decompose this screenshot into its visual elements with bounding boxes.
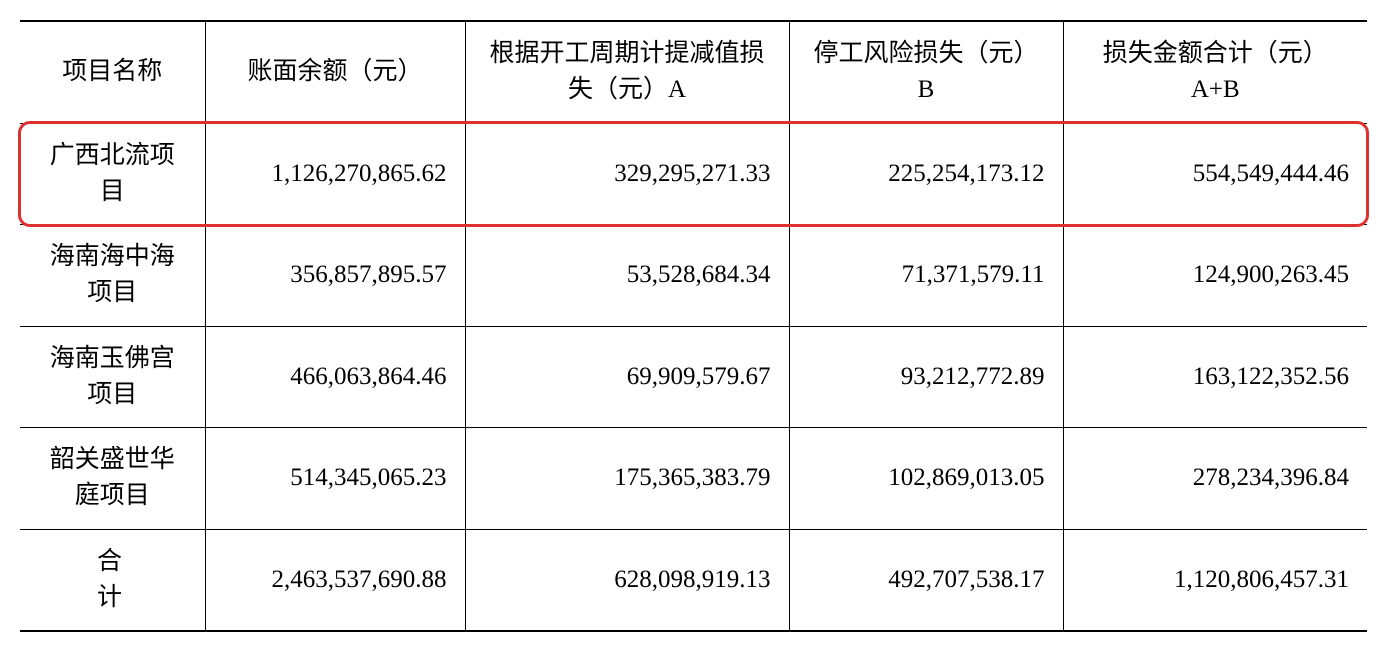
cell-impairment-a: 175,365,383.79 bbox=[465, 428, 789, 530]
cell-total-loss: 554,549,444.46 bbox=[1063, 123, 1367, 225]
cell-total-impairment-a: 628,098,919.13 bbox=[465, 529, 789, 631]
cell-project-name: 海南海中海项目 bbox=[20, 225, 205, 327]
cell-impairment-a: 329,295,271.33 bbox=[465, 123, 789, 225]
cell-book-balance: 356,857,895.57 bbox=[205, 225, 465, 327]
cell-risk-loss-b: 225,254,173.12 bbox=[789, 123, 1063, 225]
table-row: 广西北流项目 1,126,270,865.62 329,295,271.33 2… bbox=[20, 123, 1367, 225]
table-row: 海南海中海项目 356,857,895.57 53,528,684.34 71,… bbox=[20, 225, 1367, 327]
cell-total-loss: 124,900,263.45 bbox=[1063, 225, 1367, 327]
financial-table-container: 项目名称 账面余额（元） 根据开工周期计提减值损失（元）A 停工风险损失（元）B… bbox=[20, 20, 1367, 632]
table-row: 海南玉佛宫项目 466,063,864.46 69,909,579.67 93,… bbox=[20, 326, 1367, 428]
cell-total-risk-loss-b: 492,707,538.17 bbox=[789, 529, 1063, 631]
cell-total-book-balance: 2,463,537,690.88 bbox=[205, 529, 465, 631]
cell-total-loss: 163,122,352.56 bbox=[1063, 326, 1367, 428]
col-header-book-balance: 账面余额（元） bbox=[205, 21, 465, 123]
cell-book-balance: 1,126,270,865.62 bbox=[205, 123, 465, 225]
cell-total-total-loss: 1,120,806,457.31 bbox=[1063, 529, 1367, 631]
col-header-impairment-a: 根据开工周期计提减值损失（元）A bbox=[465, 21, 789, 123]
col-header-total-loss: 损失金额合计（元）A+B bbox=[1063, 21, 1367, 123]
col-header-risk-loss-b: 停工风险损失（元）B bbox=[789, 21, 1063, 123]
table-total-row: 合计 2,463,537,690.88 628,098,919.13 492,7… bbox=[20, 529, 1367, 631]
cell-total-label: 合计 bbox=[20, 529, 205, 631]
table-row: 韶关盛世华庭项目 514,345,065.23 175,365,383.79 1… bbox=[20, 428, 1367, 530]
cell-project-name: 海南玉佛宫项目 bbox=[20, 326, 205, 428]
cell-risk-loss-b: 93,212,772.89 bbox=[789, 326, 1063, 428]
cell-impairment-a: 69,909,579.67 bbox=[465, 326, 789, 428]
cell-impairment-a: 53,528,684.34 bbox=[465, 225, 789, 327]
cell-book-balance: 514,345,065.23 bbox=[205, 428, 465, 530]
cell-book-balance: 466,063,864.46 bbox=[205, 326, 465, 428]
cell-project-name: 韶关盛世华庭项目 bbox=[20, 428, 205, 530]
cell-project-name: 广西北流项目 bbox=[20, 123, 205, 225]
cell-risk-loss-b: 102,869,013.05 bbox=[789, 428, 1063, 530]
table-header-row: 项目名称 账面余额（元） 根据开工周期计提减值损失（元）A 停工风险损失（元）B… bbox=[20, 21, 1367, 123]
cell-risk-loss-b: 71,371,579.11 bbox=[789, 225, 1063, 327]
financial-table: 项目名称 账面余额（元） 根据开工周期计提减值损失（元）A 停工风险损失（元）B… bbox=[20, 20, 1367, 632]
col-header-name: 项目名称 bbox=[20, 21, 205, 123]
cell-total-loss: 278,234,396.84 bbox=[1063, 428, 1367, 530]
